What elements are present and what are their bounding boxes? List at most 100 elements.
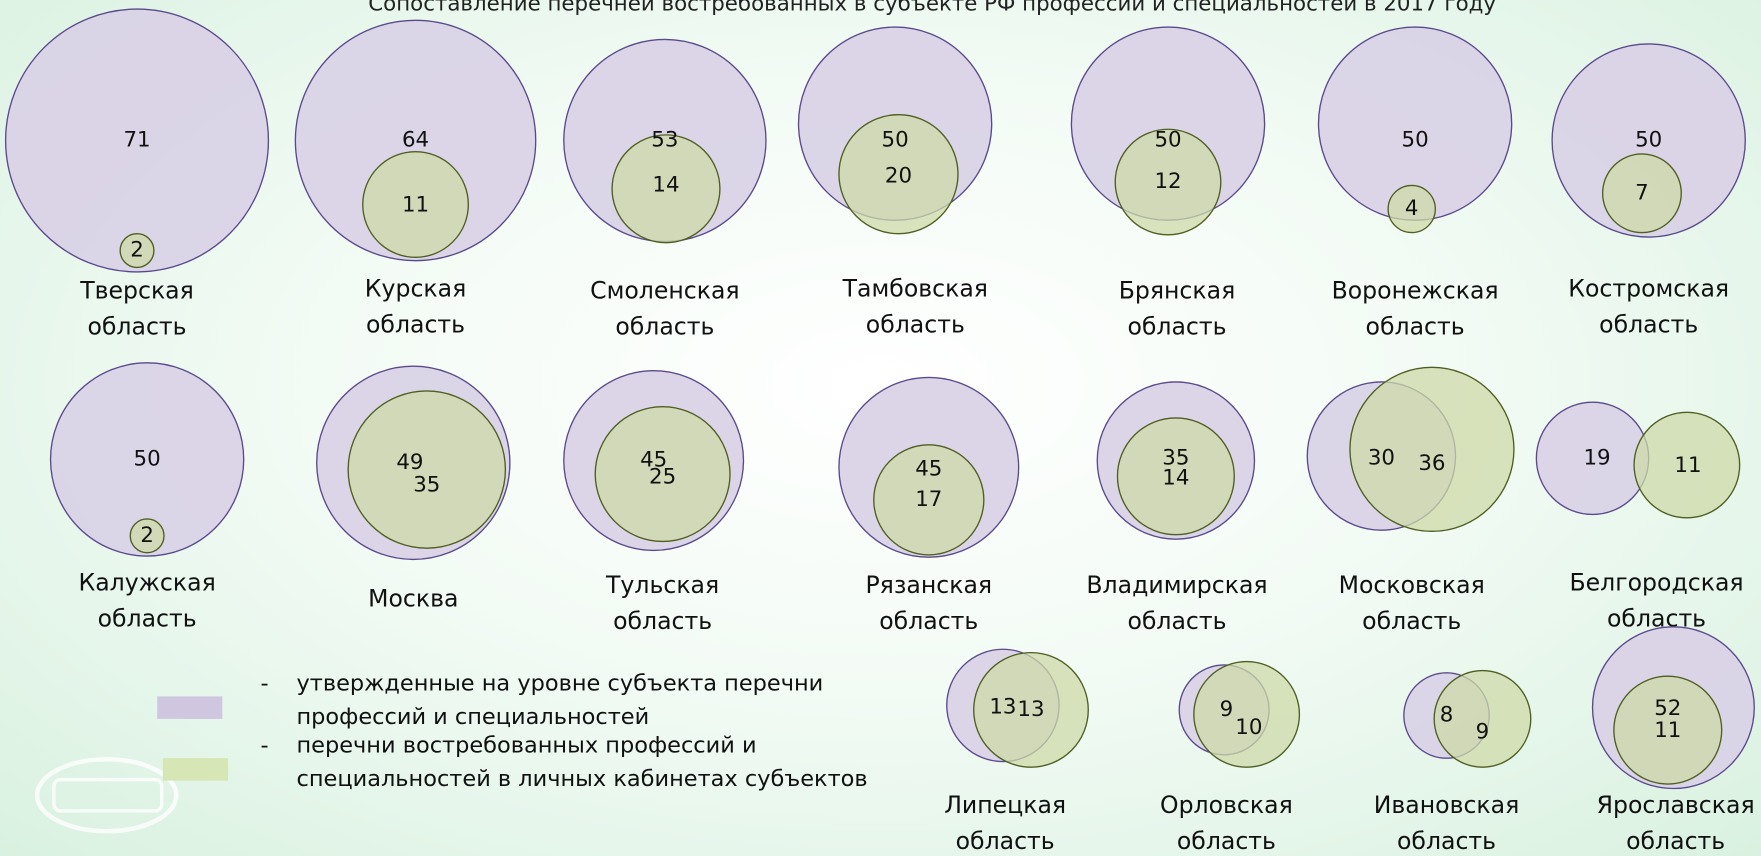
demanded-circle xyxy=(838,113,959,235)
demanded-value: 35 xyxy=(413,472,440,497)
demanded-circle xyxy=(1387,184,1436,234)
demanded-value: 14 xyxy=(652,172,679,197)
legend-text: специальностей в личных кабинетах субъек… xyxy=(296,766,867,792)
approved-value: 49 xyxy=(396,450,423,475)
region-name: область xyxy=(366,310,465,338)
approved-value: 52 xyxy=(1654,696,1681,721)
demanded-circle xyxy=(1601,153,1682,234)
region-name: Рязанская xyxy=(865,571,992,599)
region-name: Брянская xyxy=(1119,277,1236,305)
region-name: область xyxy=(879,607,978,635)
approved-value: 8 xyxy=(1440,703,1454,728)
region-name: Смоленская xyxy=(590,277,740,305)
approved-circle xyxy=(49,362,245,557)
region-name: область xyxy=(1397,827,1496,855)
legend-dash: - xyxy=(261,732,269,758)
region-name: Белгородская xyxy=(1569,569,1743,597)
logo xyxy=(34,757,179,834)
demanded-circle xyxy=(1193,660,1301,768)
demanded-value: 9 xyxy=(1476,719,1490,744)
approved-value: 45 xyxy=(640,448,667,473)
region-name: область xyxy=(87,313,186,341)
demanded-value: 17 xyxy=(915,487,942,512)
region-name: Ярославская xyxy=(1597,791,1755,819)
region-name: область xyxy=(956,827,1055,855)
region-name: Тульская xyxy=(605,571,719,599)
demanded-circle xyxy=(873,444,985,556)
title: Сопоставление перечней востребованных в … xyxy=(368,0,1496,17)
region-name: область xyxy=(1127,607,1226,635)
demanded-value: 11 xyxy=(1654,718,1681,743)
approved-value: 50 xyxy=(1402,127,1429,152)
region-name: область xyxy=(615,313,714,341)
region-name: Калужская xyxy=(78,569,215,597)
approved-circle xyxy=(1551,43,1746,238)
approved-circle xyxy=(4,8,270,273)
approved-value: 50 xyxy=(134,446,161,471)
demanded-value: 2 xyxy=(130,238,144,263)
demanded-value: 11 xyxy=(1674,453,1701,478)
demanded-value: 10 xyxy=(1235,715,1262,740)
region-name: Ивановская xyxy=(1374,791,1520,819)
demanded-value: 20 xyxy=(885,163,912,188)
approved-value: 50 xyxy=(882,127,909,152)
demanded-value: 11 xyxy=(402,193,429,218)
approved-value: 13 xyxy=(989,695,1016,720)
region-name: Москва xyxy=(368,584,458,612)
legend-dash: - xyxy=(261,671,269,697)
legend-swatch xyxy=(162,758,228,781)
region-name: Тверская xyxy=(79,277,194,305)
legend-swatch xyxy=(157,696,223,719)
approved-value: 30 xyxy=(1368,445,1395,470)
demanded-circle xyxy=(119,233,155,269)
demanded-circle xyxy=(973,651,1089,768)
demanded-value: 2 xyxy=(140,523,154,548)
approved-value: 71 xyxy=(123,127,150,152)
demanded-value: 14 xyxy=(1162,466,1189,491)
region-name: Курская xyxy=(365,274,467,302)
approved-value: 53 xyxy=(651,127,678,152)
demanded-circle xyxy=(1633,411,1741,519)
approved-value: 19 xyxy=(1583,445,1610,470)
demanded-circle xyxy=(347,390,507,549)
demanded-circle xyxy=(1433,669,1532,768)
region-name: Тамбовская xyxy=(842,274,988,302)
demanded-value: 25 xyxy=(649,464,676,489)
demanded-value: 12 xyxy=(1154,169,1181,194)
region-name: Воронежская xyxy=(1332,277,1499,305)
demanded-circle xyxy=(1613,675,1723,785)
legend-text: профессий и специальностей xyxy=(296,704,649,730)
region-name: область xyxy=(613,607,712,635)
approved-circle xyxy=(294,19,537,262)
region-name: область xyxy=(1599,310,1698,338)
demanded-circle xyxy=(1349,366,1515,532)
region-name: область xyxy=(1362,607,1461,635)
legend-text: утвержденные на уровне субъекта перечни xyxy=(296,671,823,697)
demanded-value: 36 xyxy=(1418,451,1445,476)
demanded-value: 13 xyxy=(1017,697,1044,722)
region-name: область xyxy=(98,605,197,633)
region-name: область xyxy=(1626,827,1725,855)
approved-value: 35 xyxy=(1162,445,1189,470)
approved-value: 45 xyxy=(915,457,942,482)
region-name: Владимирская xyxy=(1086,571,1267,599)
region-name: область xyxy=(1366,313,1465,341)
demanded-circle xyxy=(1116,417,1235,536)
demanded-value: 7 xyxy=(1635,180,1649,205)
region-name: область xyxy=(1127,313,1226,341)
approved-value: 9 xyxy=(1220,697,1234,722)
demanded-circle xyxy=(594,405,731,543)
demanded-circle xyxy=(129,518,165,554)
region-name: область xyxy=(1177,827,1276,855)
region-name: Орловская xyxy=(1160,791,1293,819)
demanded-circle xyxy=(611,134,721,244)
legend-text: перечни востребованных профессий и xyxy=(296,732,756,758)
approved-value: 50 xyxy=(1154,127,1181,152)
approved-value: 64 xyxy=(402,127,429,152)
region-name: область xyxy=(866,310,965,338)
demanded-circle xyxy=(362,151,470,258)
region-name: Липецкая xyxy=(944,791,1066,819)
demanded-value: 4 xyxy=(1405,196,1419,221)
